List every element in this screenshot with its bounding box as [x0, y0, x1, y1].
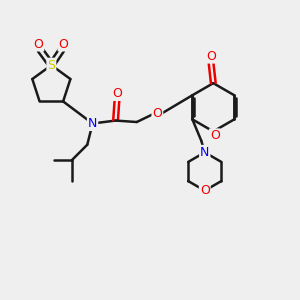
- Text: O: O: [112, 87, 122, 100]
- Text: N: N: [200, 146, 209, 159]
- Text: O: O: [58, 38, 68, 50]
- Text: O: O: [200, 184, 210, 197]
- Text: N: N: [88, 117, 97, 130]
- Text: O: O: [210, 129, 220, 142]
- Text: O: O: [34, 38, 43, 50]
- Text: O: O: [206, 50, 216, 63]
- Text: O: O: [152, 107, 162, 120]
- Text: S: S: [47, 59, 56, 72]
